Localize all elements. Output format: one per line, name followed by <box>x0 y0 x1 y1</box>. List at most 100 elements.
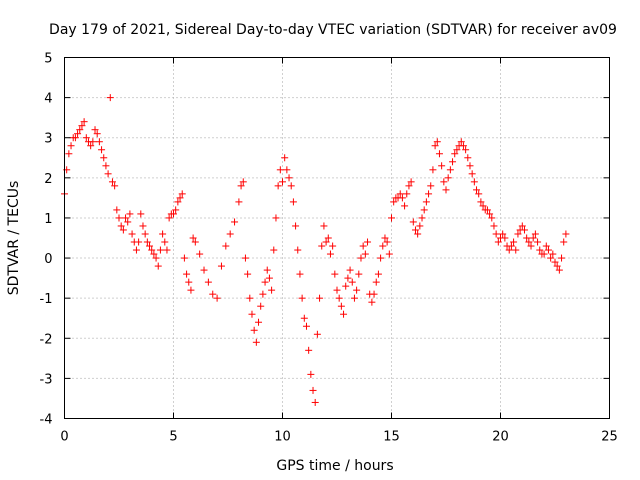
data-point <box>457 138 465 146</box>
data-point <box>346 266 354 274</box>
data-point <box>562 230 570 238</box>
y-tick-label: 4 <box>44 92 52 107</box>
data-point <box>547 254 555 262</box>
data-point <box>156 246 164 254</box>
data-point <box>119 226 127 234</box>
y-tick-labels: -4 -3 -2 -1 0 1 2 3 4 5 <box>40 52 53 428</box>
data-point <box>494 238 502 246</box>
data-point <box>544 246 552 254</box>
data-point <box>231 218 239 226</box>
data-point <box>71 134 79 142</box>
data-point <box>558 254 566 262</box>
data-point <box>287 182 295 190</box>
data-point <box>141 230 149 238</box>
data-point <box>449 158 457 166</box>
data-point <box>529 234 537 242</box>
data-point <box>479 202 487 210</box>
data-point <box>272 214 280 222</box>
chart-title: Day 179 of 2021, Sidereal Day-to-day VTE… <box>49 22 617 38</box>
data-point <box>512 246 520 254</box>
data-point <box>534 238 542 246</box>
data-point <box>340 310 348 318</box>
data-point <box>390 198 398 206</box>
data-point <box>433 138 441 146</box>
data-points <box>61 94 570 406</box>
data-point <box>531 230 539 238</box>
data-point <box>268 286 276 294</box>
data-point <box>239 178 247 186</box>
data-point <box>551 258 559 266</box>
data-point <box>82 134 90 142</box>
data-point <box>435 150 443 158</box>
data-point <box>111 182 119 190</box>
data-point <box>451 150 459 158</box>
x-tick-label: 10 <box>274 430 291 445</box>
data-point <box>329 242 337 250</box>
data-point <box>477 198 485 206</box>
data-point <box>106 94 114 102</box>
data-point <box>525 238 533 246</box>
data-point <box>189 234 197 242</box>
data-point <box>165 214 173 222</box>
data-point <box>333 286 341 294</box>
data-point <box>294 246 302 254</box>
data-point <box>411 226 419 234</box>
data-point <box>418 214 426 222</box>
data-point <box>187 286 195 294</box>
data-point <box>398 194 406 202</box>
data-point <box>137 210 145 218</box>
data-point <box>407 178 415 186</box>
y-tick-label: -2 <box>40 332 53 347</box>
data-point <box>470 178 478 186</box>
data-point <box>246 294 254 302</box>
data-point <box>396 190 404 198</box>
x-tick-label: 25 <box>601 430 618 445</box>
data-point <box>159 230 167 238</box>
data-point <box>499 230 507 238</box>
data-point <box>150 250 158 258</box>
data-point <box>468 170 476 178</box>
data-point <box>381 234 389 242</box>
data-point <box>438 162 446 170</box>
data-point <box>300 314 308 322</box>
data-point <box>132 246 140 254</box>
data-point <box>322 238 330 246</box>
data-point <box>440 178 448 186</box>
data-point <box>357 254 365 262</box>
data-point <box>427 182 435 190</box>
x-tick-label: 0 <box>60 430 68 445</box>
data-point <box>523 234 531 242</box>
data-point <box>200 266 208 274</box>
data-point <box>135 238 143 246</box>
data-point <box>462 146 470 154</box>
data-point <box>139 222 147 230</box>
data-point <box>163 246 171 254</box>
data-point <box>555 266 563 274</box>
data-point <box>318 242 326 250</box>
data-point <box>250 326 258 334</box>
data-point <box>152 254 160 262</box>
data-point <box>174 198 182 206</box>
data-point <box>255 318 263 326</box>
data-point <box>248 310 256 318</box>
data-point <box>191 238 199 246</box>
data-point <box>226 230 234 238</box>
data-point <box>222 242 230 250</box>
data-point <box>307 370 315 378</box>
data-point <box>542 242 550 250</box>
data-point <box>252 338 260 346</box>
data-point <box>285 174 293 182</box>
data-point <box>274 182 282 190</box>
y-tick-label: 5 <box>44 52 52 67</box>
data-point <box>364 238 372 246</box>
data-point <box>128 230 136 238</box>
data-point <box>520 226 528 234</box>
data-point <box>383 238 391 246</box>
data-point <box>446 166 454 174</box>
data-point <box>108 178 116 186</box>
data-point <box>67 142 75 150</box>
data-point <box>514 230 522 238</box>
data-point <box>368 298 376 306</box>
data-point <box>143 238 151 246</box>
data-point <box>95 138 103 146</box>
